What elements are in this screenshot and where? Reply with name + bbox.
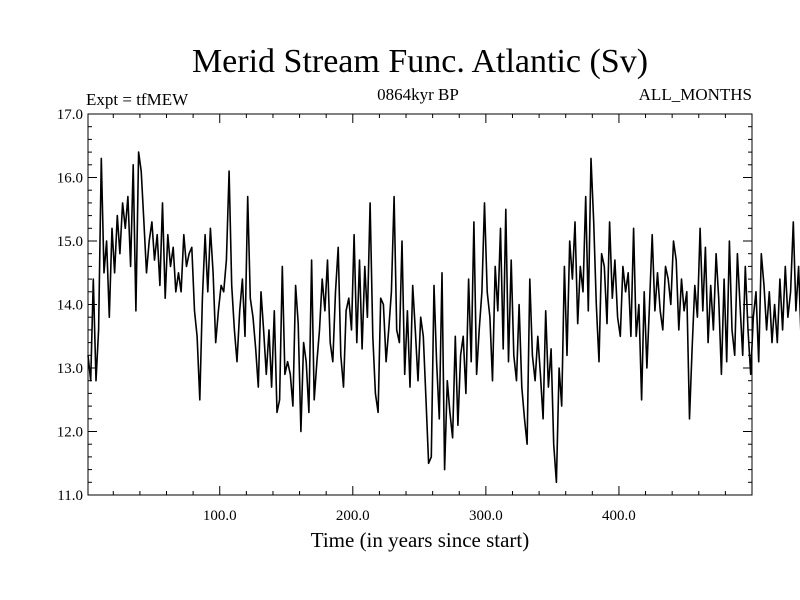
x-tick-label: 400.0 bbox=[602, 508, 636, 524]
experiment-label: Expt = tfMEW bbox=[86, 90, 189, 109]
x-tick-label: 300.0 bbox=[469, 508, 503, 524]
x-axis: 100.0 200.0 300.0 400.0 bbox=[112, 114, 726, 524]
months-label: ALL_MONTHS bbox=[639, 85, 752, 104]
chart-title: Merid Stream Func. Atlantic (Sv) bbox=[192, 43, 648, 80]
series-line bbox=[87, 151, 800, 484]
y-axis: 11.0 12.0 13.0 14.0 15.0 16.0 17.0 bbox=[57, 107, 752, 504]
y-tick-label: 11.0 bbox=[57, 488, 83, 504]
plot-frame bbox=[87, 113, 753, 496]
y-tick-label: 15.0 bbox=[57, 234, 83, 250]
x-axis-label: Time (in years since start) bbox=[311, 528, 530, 552]
period-label: 0864kyr BP bbox=[377, 85, 459, 104]
x-tick-label: 200.0 bbox=[336, 508, 370, 524]
x-tick-label: 100.0 bbox=[203, 508, 237, 524]
y-tick-label: 12.0 bbox=[57, 425, 83, 441]
y-tick-label: 16.0 bbox=[57, 171, 83, 187]
y-tick-label: 17.0 bbox=[57, 107, 83, 123]
y-tick-label: 13.0 bbox=[57, 361, 83, 377]
y-tick-label: 14.0 bbox=[57, 298, 83, 314]
